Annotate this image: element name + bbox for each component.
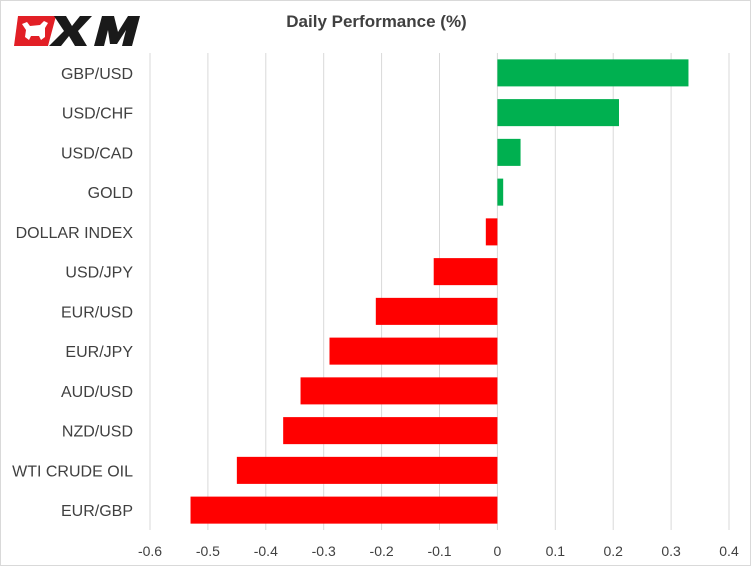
x-tick-label: 0.3 <box>661 543 681 559</box>
category-label: NZD/USD <box>62 424 133 441</box>
bar-usd-jpy <box>433 258 498 286</box>
x-tick-label: -0.6 <box>138 543 162 559</box>
bar-wti-crude-oil <box>236 456 498 484</box>
gridlines <box>149 53 730 530</box>
bar-eur-usd <box>375 297 498 325</box>
bar-gold <box>497 178 504 206</box>
x-tick-label: -0.5 <box>196 543 220 559</box>
category-label: AUD/USD <box>61 384 133 401</box>
x-tick-label: -0.2 <box>370 543 394 559</box>
x-tick-label: -0.3 <box>312 543 336 559</box>
logo-letter-x <box>49 16 92 46</box>
chart-title: Daily Performance (%) <box>286 12 467 31</box>
x-tick-label: 0.4 <box>719 543 739 559</box>
bar-eur-jpy <box>329 337 498 365</box>
bar-dollar-index <box>485 218 498 246</box>
x-tick-label: 0 <box>494 543 502 559</box>
x-axis-tick-labels: -0.6 -0.5 -0.4 -0.3 -0.2 -0.1 0 0.1 0.2 0.3 0.4 <box>138 543 739 559</box>
bar-usd-cad <box>497 138 521 166</box>
bar-gbp-usd <box>497 59 689 87</box>
category-label: EUR/GBP <box>61 503 133 520</box>
bull-icon <box>22 21 48 40</box>
x-tick-label: -0.4 <box>254 543 278 559</box>
bar-aud-usd <box>300 377 498 405</box>
x-tick-label: 0.1 <box>546 543 566 559</box>
category-label: GOLD <box>88 185 133 202</box>
xm-logo <box>14 16 140 46</box>
category-label: EUR/USD <box>61 304 133 321</box>
bar-nzd-usd <box>283 417 498 445</box>
category-label: EUR/JPY <box>65 344 133 361</box>
category-label: WTI CRUDE OIL <box>12 463 133 480</box>
logo-letter-m <box>94 16 140 46</box>
bar-eur-gbp <box>190 496 498 524</box>
bar-usd-chf <box>497 99 619 127</box>
category-label: USD/CHF <box>62 106 133 123</box>
bars <box>190 59 689 524</box>
category-label: DOLLAR INDEX <box>16 225 134 242</box>
category-label: USD/CAD <box>61 145 133 162</box>
category-labels: GBP/USD USD/CHF USD/CAD GOLD DOLLAR INDEX USD… <box>12 66 133 520</box>
category-label: GBP/USD <box>61 66 133 83</box>
category-label: USD/JPY <box>65 265 133 282</box>
x-tick-label: 0.2 <box>603 543 623 559</box>
x-tick-label: -0.1 <box>427 543 451 559</box>
